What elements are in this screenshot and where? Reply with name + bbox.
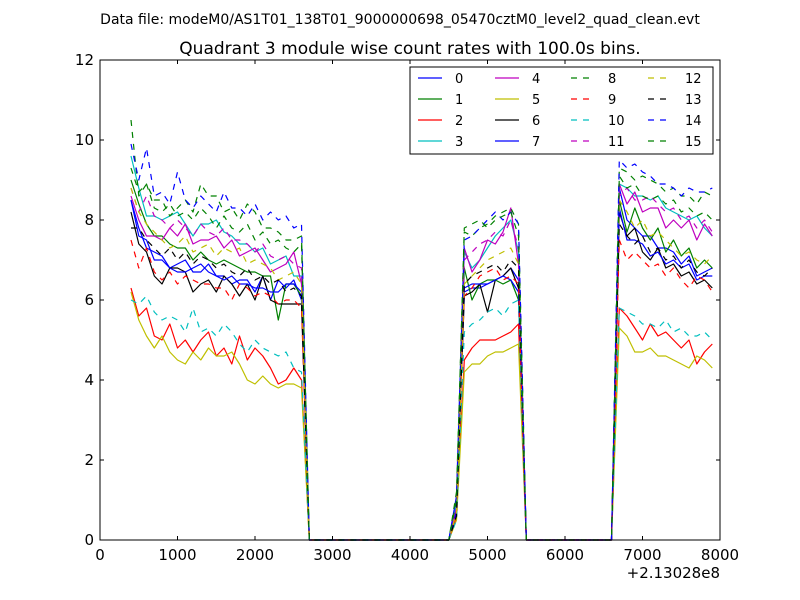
legend-label-2: 2 (455, 114, 463, 129)
legend-label-5: 5 (532, 93, 540, 108)
chart-title: Quadrant 3 module wise count rates with … (179, 39, 640, 59)
x-tick-label: 2000 (236, 546, 274, 564)
legend-label-12: 12 (685, 72, 702, 87)
x-tick-label: 5000 (468, 546, 506, 564)
x-tick-label: 7000 (623, 546, 661, 564)
x-tick-label: 6000 (546, 546, 584, 564)
legend-frame (409, 66, 714, 155)
y-tick-label: 8 (84, 211, 94, 229)
x-tick-label: 1000 (158, 546, 196, 564)
y-tick-label: 10 (75, 131, 94, 149)
x-tick-label: 8000 (701, 546, 739, 564)
legend-label-10: 10 (608, 114, 625, 129)
legend-label-9: 9 (608, 93, 616, 108)
legend-label-3: 3 (455, 135, 463, 150)
legend-label-8: 8 (608, 72, 616, 87)
y-tick-label: 6 (84, 291, 94, 309)
x-offset-label: +2.13028e8 (627, 564, 720, 582)
y-tick-label: 4 (84, 371, 94, 389)
series-line-10 (130, 295, 713, 541)
legend-label-14: 14 (685, 114, 702, 129)
legend-label-13: 13 (685, 93, 702, 108)
x-tick-label: 3000 (313, 546, 351, 564)
legend-label-0: 0 (455, 72, 463, 87)
legend-label-1: 1 (455, 93, 463, 108)
legend-label-4: 4 (532, 72, 540, 87)
legend-label-7: 7 (532, 135, 540, 150)
y-tick-label: 0 (84, 531, 94, 549)
series-line-14 (130, 143, 713, 541)
legend-label-15: 15 (685, 135, 702, 150)
x-tick-label: 4000 (391, 546, 429, 564)
x-tick-label: 0 (95, 546, 105, 564)
y-tick-label: 2 (84, 451, 94, 469)
tick-layer: 0 1000 2000 3000 4000 5000 6000 7000 80000246810… (75, 51, 739, 564)
legend-label-11: 11 (608, 135, 625, 150)
y-tick-label: 12 (75, 51, 94, 69)
chart-suptitle: Data file: modeM0/AS1T01_138T01_90000006… (100, 12, 700, 28)
legend-label-6: 6 (532, 114, 540, 129)
